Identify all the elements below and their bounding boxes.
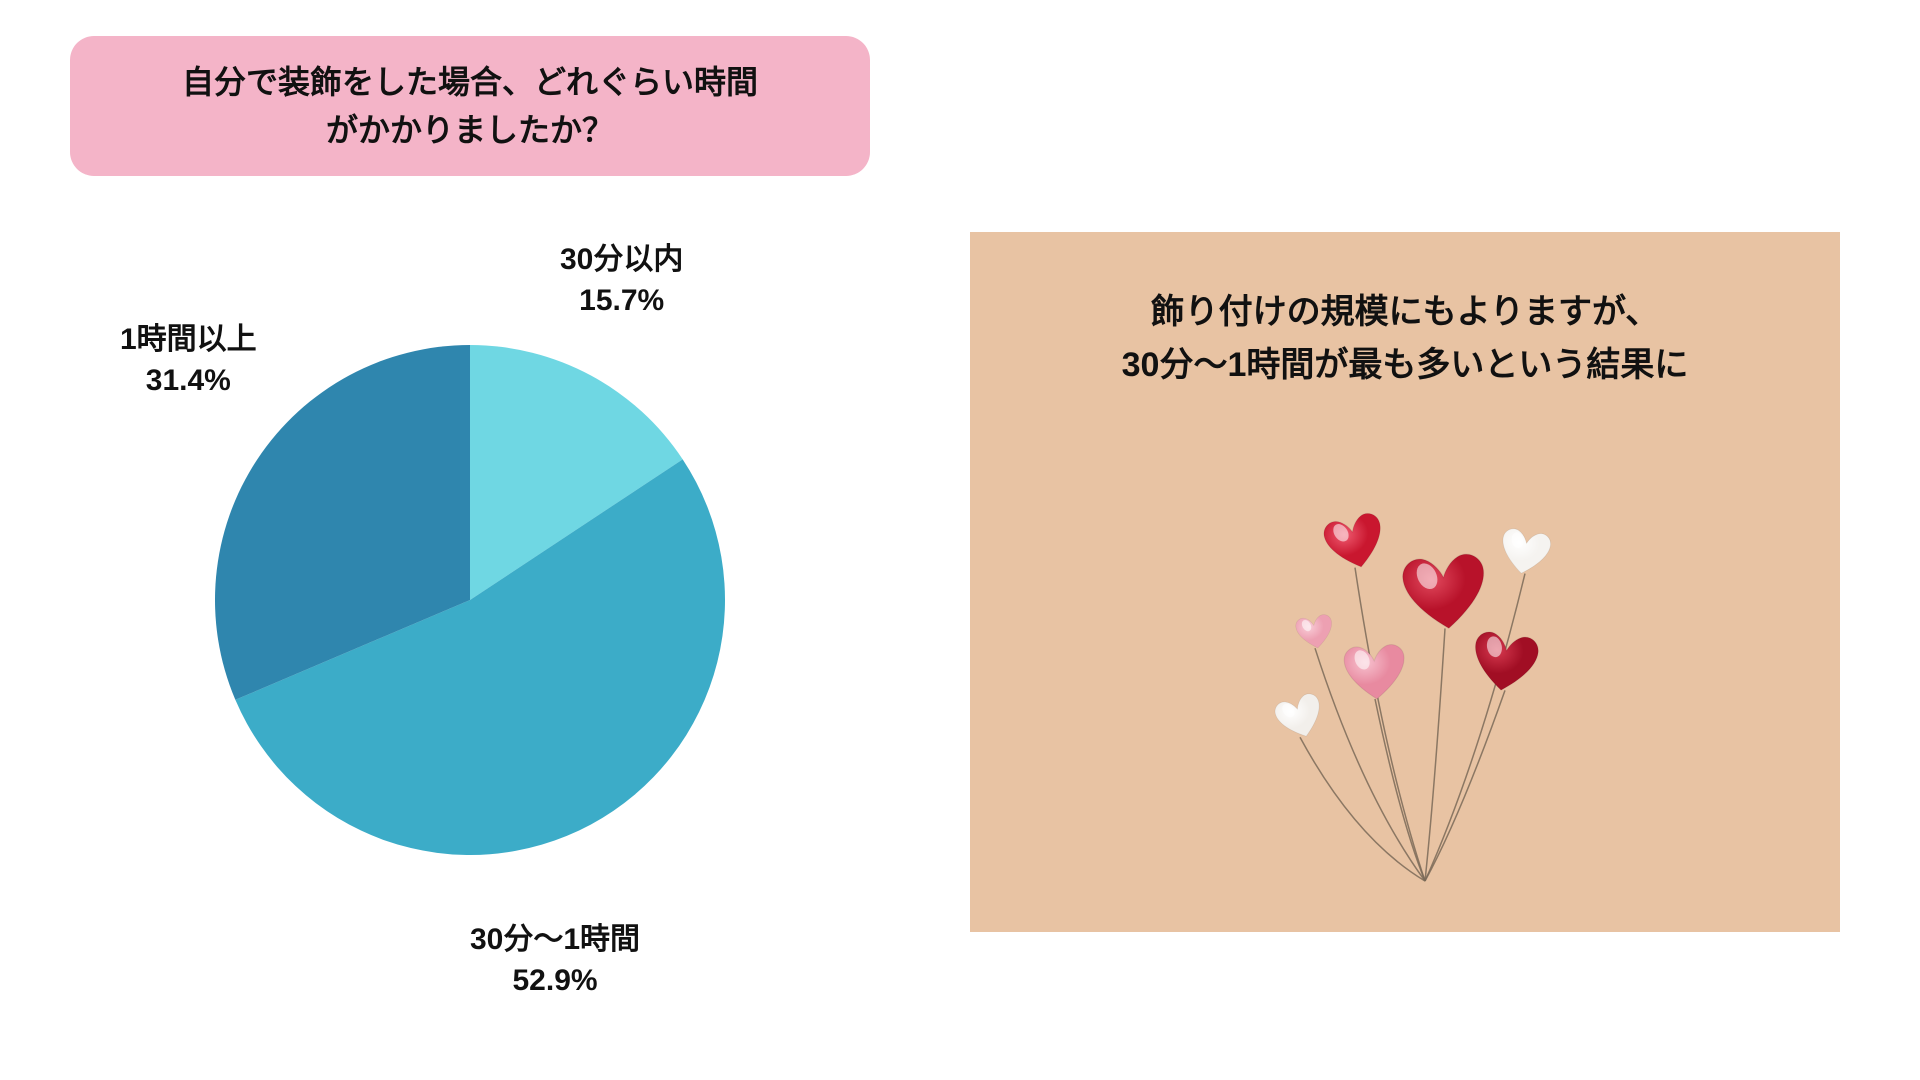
pie-label-2-value: 31.4% [120, 361, 257, 402]
pie-label-1: 30分〜1時間 52.9% [470, 920, 640, 1001]
question-title-line2: がかかりましたか？ [110, 106, 830, 154]
summary-text-line2: 30分〜1時間が最も多いという結果に [970, 339, 1840, 392]
pie-chart [215, 345, 725, 855]
heart-balloons-svg [1205, 482, 1605, 902]
question-title-box: 自分で装飾をした場合、どれぐらい時間 がかかりましたか？ [70, 36, 870, 176]
pie-label-2: 1時間以上 31.4% [120, 320, 257, 401]
pie-label-0-value: 15.7% [560, 281, 683, 322]
pie-svg [215, 345, 725, 855]
heart-balloons-icon [1205, 482, 1605, 902]
pie-label-2-name: 1時間以上 [120, 320, 257, 361]
summary-panel: 飾り付けの規模にもよりますが、 30分〜1時間が最も多いという結果に [970, 232, 1840, 932]
pie-label-0: 30分以内 15.7% [560, 240, 683, 321]
pie-label-1-value: 52.9% [470, 961, 640, 1002]
pie-label-1-name: 30分〜1時間 [470, 920, 640, 961]
summary-text-line1: 飾り付けの規模にもよりますが、 [970, 286, 1840, 339]
question-title-line1: 自分で装飾をした場合、どれぐらい時間 [110, 58, 830, 106]
pie-label-0-name: 30分以内 [560, 240, 683, 281]
summary-text: 飾り付けの規模にもよりますが、 30分〜1時間が最も多いという結果に [970, 232, 1840, 391]
